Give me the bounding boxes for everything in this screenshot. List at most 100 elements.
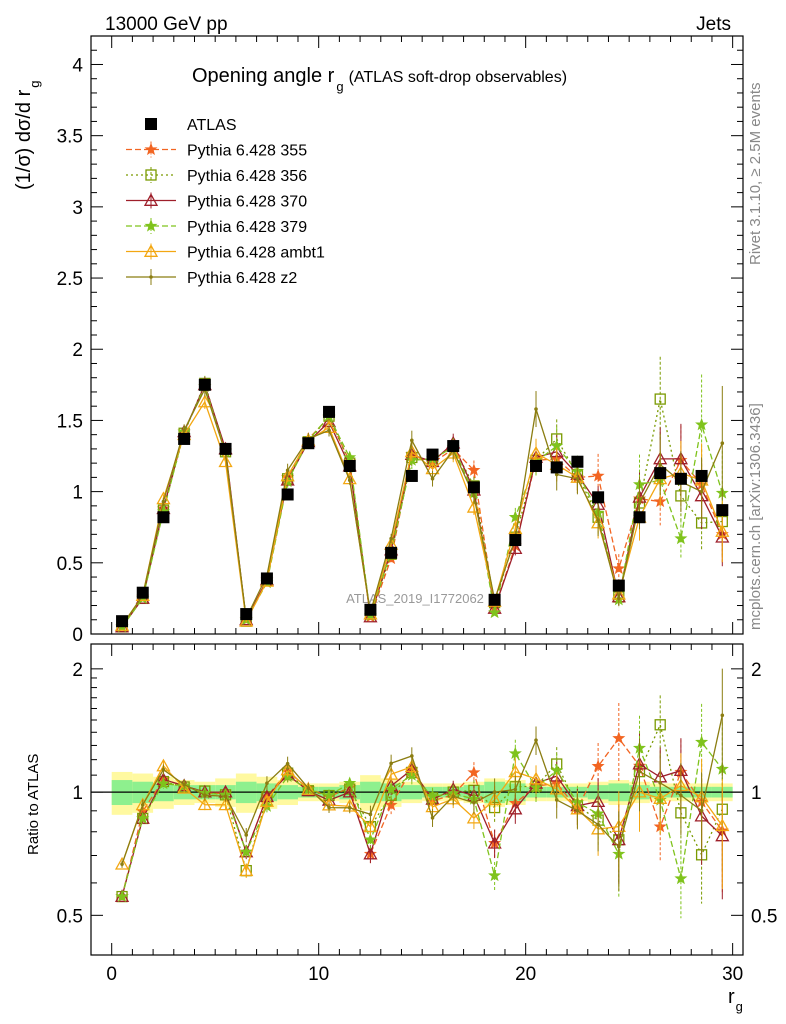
atlas-data-point — [178, 432, 191, 445]
data-point — [488, 605, 502, 619]
ratio-point — [280, 762, 295, 776]
ratio-point — [114, 856, 130, 870]
ratio-point — [239, 863, 254, 877]
ratio-point — [197, 797, 212, 811]
ratio-point — [612, 731, 626, 744]
ratio-point — [306, 786, 311, 790]
data-point — [554, 472, 559, 477]
y-tick-label: 3 — [72, 198, 83, 219]
atlas-data-point — [654, 467, 667, 480]
data-point — [715, 524, 730, 537]
atlas-data-point — [323, 405, 336, 418]
legend-marker — [144, 219, 158, 232]
ratio-point — [596, 822, 600, 827]
x-axis-label: rg — [728, 986, 743, 1014]
data-point — [389, 536, 393, 541]
atlas-data-point — [488, 593, 501, 606]
atlas-data-point — [633, 511, 646, 524]
ratio-point — [161, 767, 166, 772]
y-tick-label: 4 — [72, 55, 83, 76]
ratio-point — [156, 776, 171, 790]
atlas-data-point — [240, 608, 253, 621]
legend-entry: Pythia 6.428 z2 — [126, 269, 297, 287]
atlas-data-point — [571, 455, 584, 468]
legend-entry: Pythia 6.428 355 — [126, 141, 307, 160]
data-point — [617, 596, 621, 601]
data-point — [472, 494, 476, 498]
data-point — [197, 394, 212, 408]
data-point — [161, 499, 166, 504]
data-point — [285, 468, 290, 473]
y-tick-label: 0 — [72, 625, 83, 646]
ratio-point — [508, 801, 523, 815]
atlas-data-point — [219, 442, 232, 455]
atlas-data-point — [343, 459, 356, 472]
ratio-point — [363, 846, 378, 860]
ratio-point — [575, 808, 580, 813]
analysis-watermark: ATLAS_2019_I1772062 — [346, 591, 484, 606]
data-point — [596, 518, 600, 522]
atlas-data-point — [592, 491, 605, 504]
ratio-point — [591, 759, 605, 772]
ratio-point — [223, 794, 228, 799]
data-point — [239, 613, 254, 627]
ratio-point — [466, 810, 482, 824]
legend-marker — [145, 118, 157, 130]
y-tick-label: 2 — [72, 340, 83, 361]
legend-marker — [144, 142, 158, 156]
atlas-data-point — [426, 448, 439, 461]
ratio-point — [472, 800, 476, 805]
data-point — [404, 444, 419, 458]
legend-label: Pythia 6.428 z2 — [187, 270, 297, 287]
legend-marker — [149, 275, 153, 279]
ratio-series-group — [120, 668, 725, 891]
legend-entry: Pythia 6.428 ambt1 — [126, 243, 325, 262]
legend-entry: Pythia 6.428 379 — [126, 218, 307, 236]
ratio-point — [554, 798, 559, 802]
data-point — [674, 531, 688, 545]
legend-marker — [143, 193, 159, 206]
data-point — [218, 454, 233, 468]
ratio-point — [203, 793, 207, 797]
ratio-line — [121, 737, 723, 897]
ratio-point — [637, 769, 642, 774]
ratio-point — [488, 868, 502, 882]
x-tick-label: 0 — [106, 964, 117, 985]
atlas-data-point — [447, 440, 460, 453]
atlas-data-point — [674, 472, 687, 485]
ratio-point — [384, 798, 398, 811]
atlas-data-point — [716, 504, 729, 517]
atlas-data-point — [136, 586, 149, 599]
data-point — [182, 428, 186, 433]
ratio-point — [467, 765, 481, 778]
ratio-point — [654, 719, 666, 731]
x-tick-label: 10 — [308, 964, 329, 985]
ratio-line — [121, 715, 723, 865]
legend-label: ATLAS — [187, 117, 237, 134]
atlas-data-point — [550, 461, 563, 474]
ratio-point — [487, 835, 502, 849]
data-point — [466, 499, 482, 513]
data-point — [347, 478, 352, 483]
data-point — [654, 393, 666, 405]
ratio-tick-label: 1 — [72, 783, 83, 804]
energy-label: 13000 GeV pp — [105, 14, 228, 35]
ratio-tick-label-right: 1 — [751, 783, 762, 804]
atlas-data-point — [157, 511, 170, 524]
atlas-data-point — [198, 378, 211, 391]
y-tick-label: 1.5 — [57, 411, 83, 432]
x-tick-label: 30 — [722, 964, 743, 985]
legend-label: Pythia 6.428 ambt1 — [187, 245, 325, 262]
ratio-point — [389, 761, 393, 766]
legend-marker — [145, 169, 157, 181]
data-point — [637, 501, 642, 505]
ratio-point — [285, 761, 290, 766]
atlas-data-point — [612, 579, 625, 592]
ratio-plot-frame — [90, 643, 744, 956]
ratio-tick-label-right: 0.5 — [751, 906, 777, 927]
ratio-tick-label: 0.5 — [57, 906, 83, 927]
ratio-point — [239, 845, 253, 858]
source-label: mcplots.cern.ch [arXiv:1306.3436] — [747, 403, 764, 630]
ratio-point — [347, 806, 352, 810]
